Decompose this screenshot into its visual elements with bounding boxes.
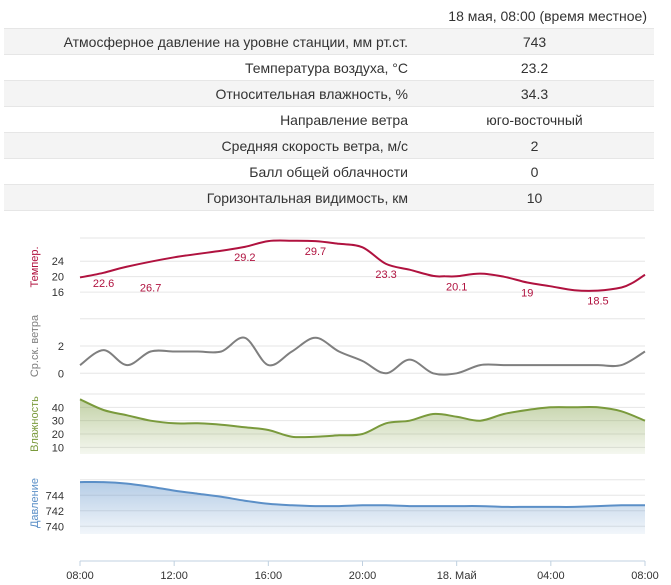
weather-table: 18 мая, 08:00 (время местное) Атмосферно… [4,4,654,211]
row-value: 2 [415,132,654,159]
pressure-y-tick-label: 742 [46,506,64,518]
row-wind-direction: Направление ветра юго-восточный [4,106,654,133]
humidity-y-tick-label: 30 [52,416,64,428]
row-label: Температура воздуха, °C [4,54,415,81]
temp-y-tick-label: 20 [52,272,64,284]
wind-axis-title: Ср.ск. ветра [29,314,41,377]
temp-data-label: 18.5 [587,296,608,308]
temp-y-tick-label: 16 [52,287,64,299]
row-cloudiness: Балл общей облачности 0 [4,158,654,185]
x-tick-label: 12:00 [160,570,188,582]
x-tick-label: 08:00 [631,570,659,582]
temp-data-label: 20.1 [446,281,467,293]
humidity-y-tick-label: 40 [52,402,64,414]
wind-y-tick-label: 2 [58,341,64,353]
temp-data-label: 26.7 [140,282,161,294]
row-label: Атмосферное давление на уровне станции, … [4,28,415,55]
pressure-series-line [79,480,646,508]
row-value: 34.3 [415,80,654,107]
pressure-axis-title: Давление [29,478,41,528]
humidity-series-line [79,398,646,439]
temp-data-label: 19 [521,287,533,299]
row-value: 10 [415,184,654,211]
temp-series-line [79,239,646,292]
x-tick-label: 18. Май [437,570,477,582]
pressure-y-tick-label: 740 [46,521,64,533]
humidity-y-tick-label: 10 [52,442,64,454]
row-pressure: Атмосферное давление на уровне станции, … [4,28,654,55]
temp-data-label: 23.3 [375,269,396,281]
x-tick-label: 08:00 [66,570,94,582]
humidity-y-tick-label: 20 [52,429,64,441]
row-value: 23.2 [415,54,654,81]
temp-axis-title: Темпер. [29,246,41,287]
pressure-y-tick-label: 744 [46,490,64,502]
pressure-area [80,481,645,534]
row-visibility: Горизонтальная видимость, км 10 [4,184,654,211]
row-humidity: Относительная влажность, % 34.3 [4,80,654,107]
x-tick-label: 04:00 [537,570,565,582]
row-label: Направление ветра [4,106,415,133]
temp-data-label: 22.6 [93,278,114,290]
row-value: 0 [415,158,654,185]
temp-data-label: 29.2 [234,252,255,264]
wind-y-tick-label: 0 [58,368,64,380]
wind-series-line [79,336,646,376]
humidity-axis-title: Влажность [29,396,41,452]
row-label: Средняя скорость ветра, м/с [4,132,415,159]
row-label: Относительная влажность, % [4,80,415,107]
temp-data-label: 29.7 [305,246,326,258]
row-value: 743 [415,28,654,55]
row-value: юго-восточный [415,106,654,133]
row-wind-speed: Средняя скорость ветра, м/с 2 [4,132,654,159]
row-label: Горизонтальная видимость, км [4,184,415,211]
row-label: Балл общей облачности [4,158,415,185]
row-temperature: Температура воздуха, °C 23.2 [4,54,654,81]
x-tick-label: 16:00 [255,570,283,582]
humidity-area [80,399,645,454]
temp-y-tick-label: 24 [52,256,64,268]
x-tick-label: 20:00 [349,570,377,582]
header-row: 18 мая, 08:00 (время местное) [4,4,654,29]
observation-datetime: 18 мая, 08:00 (время местное) [448,8,647,24]
